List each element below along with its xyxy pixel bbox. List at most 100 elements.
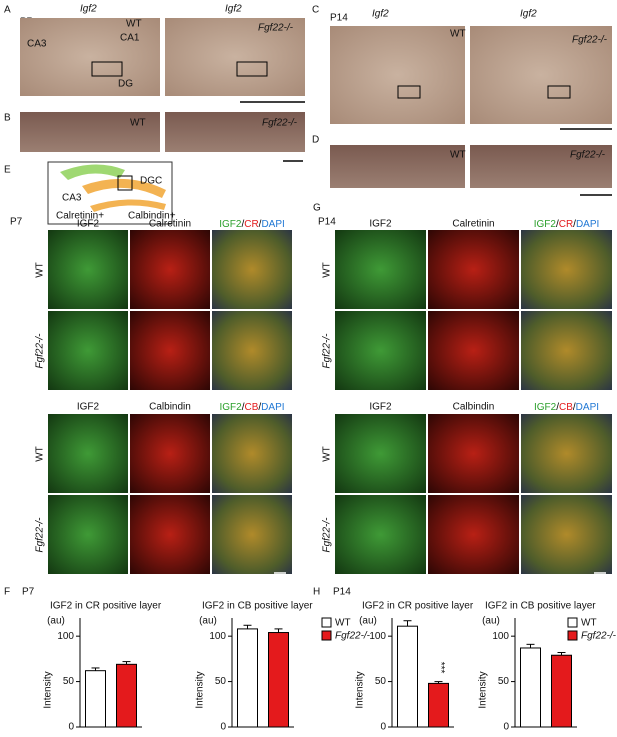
header-part: / bbox=[556, 219, 559, 230]
column-header: Calretinin bbox=[452, 219, 494, 230]
genotype: WT bbox=[126, 19, 142, 30]
region: CA3 bbox=[27, 39, 47, 50]
header-part: / bbox=[259, 219, 262, 230]
micrograph bbox=[521, 495, 612, 574]
genotype: Fgf22-/- bbox=[570, 150, 606, 161]
region: CA1 bbox=[120, 33, 140, 44]
y-tick-label: 100 bbox=[57, 631, 74, 642]
bar bbox=[268, 632, 289, 728]
y-tick-label: 0 bbox=[380, 722, 386, 732]
legend-label: WT bbox=[581, 618, 597, 629]
panel-letter: H bbox=[313, 587, 320, 598]
legend-swatch bbox=[567, 617, 578, 628]
age: P7 bbox=[10, 217, 23, 228]
dg-lower bbox=[90, 199, 166, 212]
column-header: IGF2 bbox=[77, 402, 100, 413]
legend-label: WT bbox=[335, 618, 351, 629]
age: P14 bbox=[318, 217, 336, 228]
column-header: Calbindin bbox=[453, 402, 495, 413]
bar bbox=[428, 682, 449, 728]
y-axis-label: Intensity bbox=[478, 671, 489, 708]
genotype: WT bbox=[130, 118, 146, 129]
column-header: IGF2/CB/DAPI bbox=[534, 402, 599, 413]
header-part: / bbox=[573, 402, 576, 413]
dg-upper bbox=[82, 178, 166, 198]
unit-label: (au) bbox=[482, 616, 500, 627]
roi-box bbox=[91, 61, 123, 77]
gene-title: Igf2 bbox=[372, 9, 389, 20]
column-header: IGF2/CR/DAPI bbox=[534, 219, 600, 230]
legend-label: Fgf22-/- bbox=[581, 631, 617, 642]
y-tick-label: 100 bbox=[492, 631, 509, 642]
y-axis-label: Intensity bbox=[195, 671, 206, 708]
legend-swatch bbox=[567, 630, 578, 641]
schematic-label: DGC bbox=[140, 176, 162, 187]
row-label: WT bbox=[322, 446, 333, 462]
micrograph bbox=[428, 414, 519, 493]
micrograph bbox=[130, 230, 210, 309]
micrograph bbox=[48, 230, 128, 309]
y-tick-label: 0 bbox=[503, 722, 509, 732]
y-tick-label: 50 bbox=[63, 676, 75, 687]
column-header: IGF2 bbox=[369, 402, 392, 413]
header-part: CR bbox=[559, 219, 573, 230]
header-part: / bbox=[573, 219, 576, 230]
micrograph bbox=[165, 18, 305, 96]
bar bbox=[237, 628, 258, 728]
header-part: / bbox=[241, 219, 244, 230]
header-part: IGF2 bbox=[219, 402, 242, 413]
micrograph bbox=[330, 26, 465, 124]
header-part: / bbox=[556, 402, 559, 413]
header-part: CB bbox=[244, 402, 258, 413]
age: P7 bbox=[22, 587, 35, 598]
legend-swatch bbox=[321, 617, 332, 628]
panel-letter: F bbox=[4, 587, 10, 598]
micrograph bbox=[20, 112, 160, 152]
column-header: IGF2 bbox=[369, 219, 392, 230]
gene-title: Igf2 bbox=[225, 4, 242, 15]
schematic-label: CA3 bbox=[62, 193, 82, 204]
y-axis-label: Intensity bbox=[43, 671, 54, 708]
bar bbox=[551, 654, 572, 728]
y-tick-label: 100 bbox=[369, 631, 386, 642]
panel-letter: G bbox=[313, 203, 321, 214]
header-part: IGF2 bbox=[534, 402, 557, 413]
schematic-label: Calbindin+ bbox=[128, 211, 176, 222]
panel-letter: A bbox=[4, 5, 11, 16]
y-tick-label: 0 bbox=[68, 722, 74, 732]
micrograph bbox=[130, 414, 210, 493]
genotype: Fgf22-/- bbox=[572, 35, 608, 46]
header-part: DAPI bbox=[576, 219, 599, 230]
bar bbox=[397, 625, 418, 728]
region: DG bbox=[118, 79, 133, 90]
legend-swatch bbox=[321, 630, 332, 641]
header-part: IGF2 bbox=[219, 219, 242, 230]
chart-title: IGF2 in CB positive layer bbox=[485, 601, 596, 612]
micrograph bbox=[521, 414, 612, 493]
micrograph bbox=[428, 230, 519, 309]
micrograph bbox=[20, 18, 160, 96]
panel-letter: E bbox=[4, 165, 11, 176]
header-part: / bbox=[258, 402, 261, 413]
row-label: WT bbox=[322, 262, 333, 278]
unit-label: (au) bbox=[47, 616, 65, 627]
chart-title: IGF2 in CB positive layer bbox=[202, 601, 313, 612]
micrograph bbox=[330, 145, 465, 188]
micrograph bbox=[428, 311, 519, 390]
chart-title: IGF2 in CR positive layer bbox=[362, 601, 474, 612]
micrograph bbox=[470, 145, 612, 188]
column-header: Calbindin bbox=[149, 402, 191, 413]
significance: *** bbox=[435, 662, 446, 674]
legend-label: Fgf22-/- bbox=[335, 631, 371, 642]
micrograph bbox=[470, 26, 612, 124]
panel-letter: D bbox=[312, 135, 319, 146]
header-part: CR bbox=[244, 219, 258, 230]
y-tick-label: 100 bbox=[209, 631, 226, 642]
unit-label: (au) bbox=[359, 616, 377, 627]
gene-title: Igf2 bbox=[80, 4, 97, 15]
micrograph bbox=[335, 495, 426, 574]
micrograph bbox=[212, 311, 292, 390]
header-part: DAPI bbox=[576, 402, 599, 413]
micrograph bbox=[212, 414, 292, 493]
micrograph bbox=[130, 495, 210, 574]
